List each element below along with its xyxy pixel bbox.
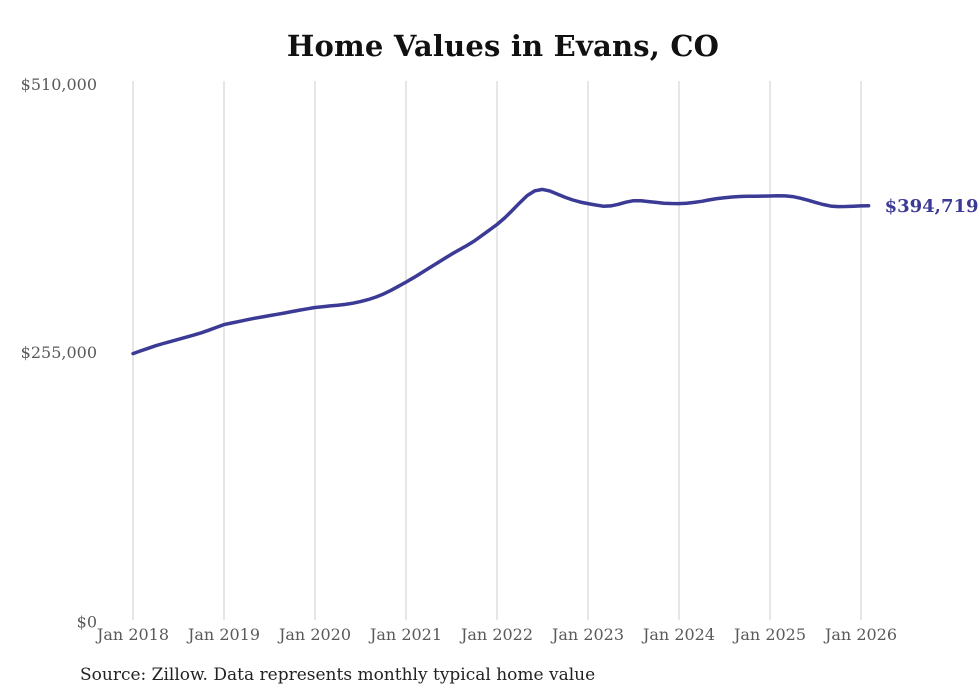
current-value-label: $394,719: [885, 196, 979, 217]
value-line: [131, 187, 871, 356]
x-axis-tick-label: Jan 2025: [732, 625, 806, 644]
page-title: Home Values in Evans, CO: [286, 29, 720, 63]
x-axis-tick-label: Jan 2020: [277, 625, 351, 644]
x-axis-labels: Jan 2018 Jan 2019 Jan 2020 Jan 2021 Jan 2022…: [95, 625, 897, 644]
y-axis-tick-label: $510,000: [21, 75, 97, 94]
x-axis-tick-label: Jan 2022: [459, 625, 533, 644]
source-note: Source: Zillow. Data represents monthly …: [80, 665, 596, 685]
gridlines: [132, 81, 862, 620]
y-axis-tick-label: $0: [77, 613, 97, 632]
y-axis-tick-label: $255,000: [21, 343, 97, 362]
x-axis-tick-label: Jan 2024: [641, 625, 715, 644]
x-axis-tick-label: Jan 2019: [186, 625, 260, 644]
current-value-label-group: $394,719: [885, 196, 979, 217]
x-axis-tick-label: Jan 2023: [550, 625, 624, 644]
x-axis-tick-label: Jan 2026: [823, 625, 897, 644]
value-line-group: [131, 187, 871, 356]
x-axis-tick-label: Jan 2021: [368, 625, 442, 644]
x-axis-tick-label: Jan 2018: [95, 625, 169, 644]
y-axis-labels: $0 $255,000 $510,000: [21, 75, 97, 632]
